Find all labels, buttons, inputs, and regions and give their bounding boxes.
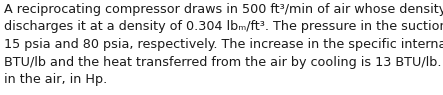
Text: BTU/lb and the heat transferred from the air by cooling is 13 BTU/lb. Determine : BTU/lb and the heat transferred from the… [4,56,443,69]
Text: A reciprocating compressor draws in 500 ft³/min of air whose density is 0.079 lb: A reciprocating compressor draws in 500 … [4,3,443,16]
Text: discharges it at a density of 0.304 lbₘ/ft³. The pressure in the suction and dis: discharges it at a density of 0.304 lbₘ/… [4,20,443,33]
Text: in the air, in Hp.: in the air, in Hp. [4,73,108,86]
Text: 15 psia and 80 psia, respectively. The increase in the specific internal energy : 15 psia and 80 psia, respectively. The i… [4,38,443,51]
